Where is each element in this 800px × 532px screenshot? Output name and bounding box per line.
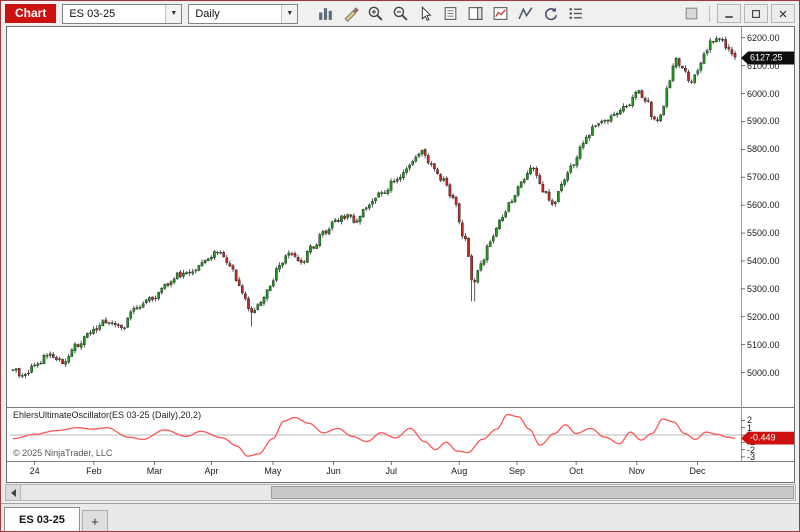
interval-value: Daily	[195, 7, 220, 20]
chevron-down-icon: ▼	[281, 4, 298, 23]
price-axis-label: 6100.00	[747, 60, 780, 71]
price-axis-label: 5500.00	[747, 228, 780, 239]
time-axis-label: Sep	[508, 466, 525, 476]
last-price-marker: 6127.25	[741, 51, 794, 65]
strategies-icon[interactable]	[514, 3, 536, 25]
time-axis-label: Jul	[385, 466, 398, 476]
price-axis-label: 5600.00	[747, 200, 780, 211]
window-type-label: Chart	[5, 4, 57, 23]
horizontal-scrollbar[interactable]	[5, 484, 796, 501]
scrollbar-thumb[interactable]	[271, 486, 794, 499]
price-axis-label: 5400.00	[747, 255, 780, 266]
window-controls	[680, 3, 795, 25]
time-axis-label: Nov	[628, 466, 645, 476]
interval-selector[interactable]: Daily ▼	[188, 3, 299, 24]
properties-icon[interactable]	[564, 3, 586, 25]
price-axis-label: 5200.00	[747, 311, 780, 322]
price-axis-label: 5900.00	[747, 116, 780, 127]
chart-trader-icon[interactable]	[464, 3, 486, 25]
scroll-left-button[interactable]	[6, 485, 21, 500]
price-axis-label: 5700.00	[747, 172, 780, 183]
indicator-value-marker: -0.449	[741, 431, 794, 445]
time-axis-label: 24	[29, 466, 40, 476]
title-bar: Chart ES 03-25 ▼ Daily ▼	[1, 1, 799, 26]
minimize-button[interactable]	[717, 4, 741, 23]
time-axis-label: Jun	[326, 466, 341, 476]
time-axis-label: May	[264, 466, 282, 476]
price-axis-label: 6000.00	[747, 88, 780, 99]
chart-tab-bar: ES 03-25 +	[1, 503, 799, 531]
zoom-out-icon[interactable]	[389, 3, 411, 25]
pointer-icon[interactable]	[414, 3, 436, 25]
indicator-axis-label: 1	[747, 422, 753, 433]
price-axis-label: 5800.00	[747, 144, 780, 155]
price-axis-label: 5000.00	[747, 367, 780, 378]
indicator-axis-label: -2	[747, 444, 756, 455]
price-axis-label: 5100.00	[747, 339, 780, 350]
indicator-axis-label: 2	[747, 415, 753, 426]
data-box-icon[interactable]	[439, 3, 461, 25]
close-button[interactable]	[771, 4, 795, 23]
time-axis-label: Aug	[451, 466, 468, 476]
chevron-down-icon: ▼	[165, 4, 182, 23]
time-axis-label: Feb	[86, 466, 102, 476]
price-axis-label: 5300.00	[747, 283, 780, 294]
instrument-value: ES 03-25	[69, 7, 116, 20]
indicator-axis-label: -3	[747, 451, 756, 462]
reload-icon[interactable]	[539, 3, 561, 25]
time-axis-label: Mar	[146, 466, 163, 476]
tab-es-03-25[interactable]: ES 03-25	[4, 507, 80, 531]
price-axis-label: 6200.00	[747, 32, 780, 43]
chart-area: EhlersUltimateOscillator(ES 03-25 (Daily…	[6, 26, 795, 483]
drawing-tools-icon[interactable]	[339, 3, 361, 25]
add-tab-button[interactable]: +	[81, 510, 108, 531]
price-chart-canvas[interactable]	[7, 27, 794, 482]
time-axis-label: Dec	[689, 466, 706, 476]
copyright-text: © 2025 NinjaTrader, LLC	[13, 448, 113, 458]
chart-toolbar	[314, 3, 586, 25]
time-axis-label: Oct	[569, 466, 584, 476]
indicator-label: EhlersUltimateOscillator(ES 03-25 (Daily…	[13, 410, 202, 420]
chart-style-icon[interactable]	[314, 3, 336, 25]
toolbar-separator	[709, 5, 710, 22]
indicators-icon[interactable]	[489, 3, 511, 25]
instrument-selector[interactable]: ES 03-25 ▼	[62, 3, 183, 24]
link-icon[interactable]	[680, 3, 702, 25]
time-axis-label: Apr	[204, 466, 219, 476]
zoom-in-icon[interactable]	[364, 3, 386, 25]
maximize-button[interactable]	[744, 4, 768, 23]
